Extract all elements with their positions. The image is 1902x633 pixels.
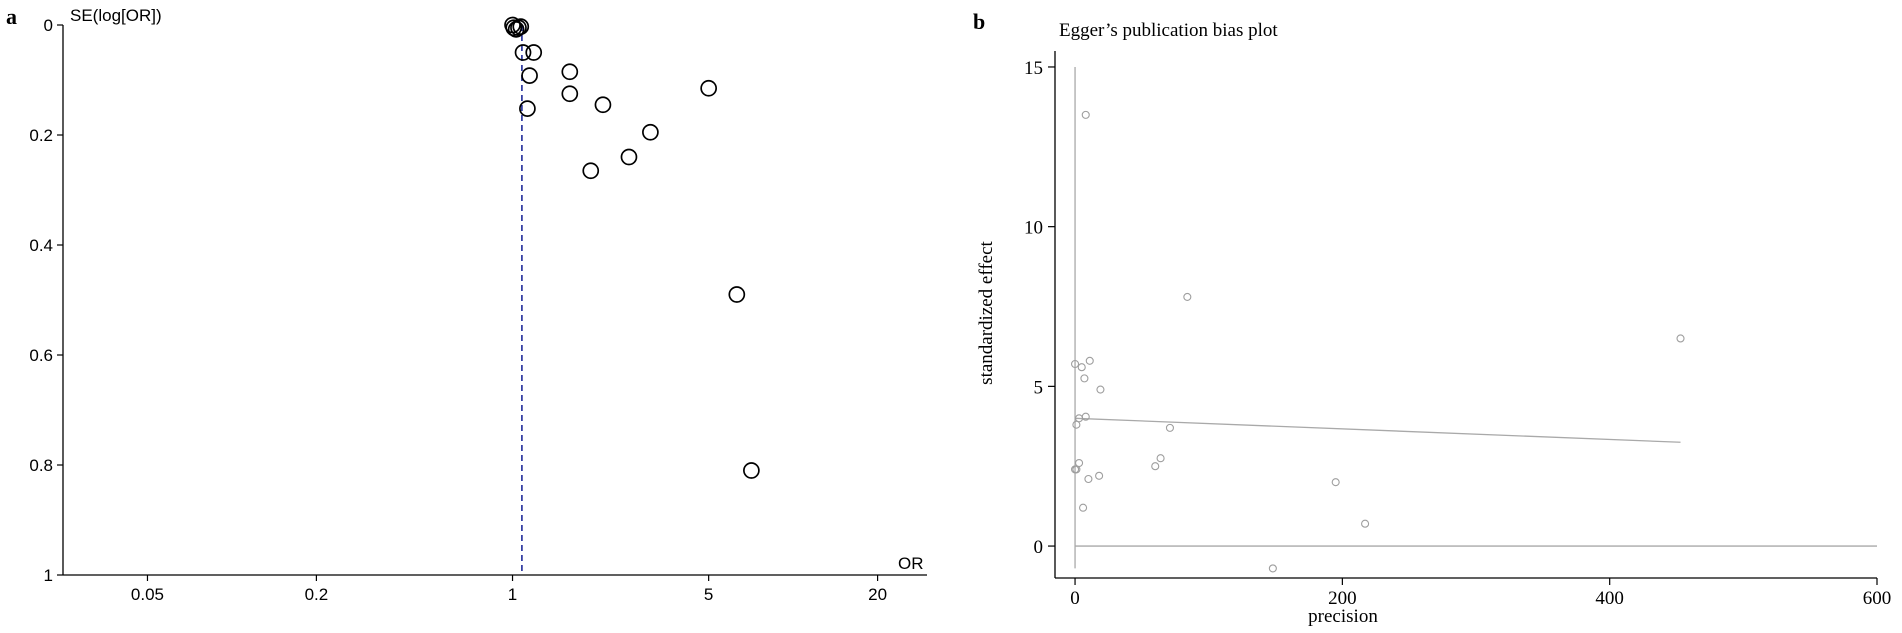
panel-b-data-point [1165,423,1174,432]
panel-a-x-axis-label: OR [898,554,924,573]
panel-b-x-tick-label: 600 [1863,588,1892,609]
panel-b-data-point [1080,374,1089,383]
panel-a-data-point [700,79,718,97]
panel-b-x-axis-label: precision [1308,606,1378,627]
panel-a-data-point [507,21,525,38]
panel-a-y-axis-label: SE(log[OR]) [70,6,162,25]
panel-a-y-ticks: 0 0.2 0.4 0.6 0.8 1 [29,16,63,585]
panel-a-y-tick-label: 0.2 [29,126,53,145]
panel-b-regression-line [1075,417,1681,443]
panel-b-data-point [1084,474,1093,484]
panel-a-data-point [743,462,760,479]
panel-a-y-tick-label: 0.6 [29,346,53,365]
panel-b-data-point [1361,519,1370,528]
panel-b-letter: b [973,9,985,34]
panel-b-data-point [1081,412,1090,421]
panel-b-data-point [1085,356,1094,365]
panel-a-y-tick-label: 1 [44,566,53,585]
panel-a-data-point [561,63,579,81]
panel-b-y-ticks: 0 5 10 15 [1024,58,1055,558]
panel-b-data-point [1081,110,1090,119]
panel-a-x-tick-label: 0.2 [305,585,329,604]
panel-a-x-tick-label: 20 [868,585,887,604]
panel-a-data-point [642,123,659,141]
panel-b-data-point [1077,363,1086,372]
panel-a-data-point [561,85,579,103]
panel-a-x-ticks: 0.05 0.2 1 5 20 [131,575,887,604]
panel-b-y-tick-label: 10 [1024,218,1043,239]
panel-b-data-point [1095,471,1104,480]
panel-a-x-tick-label: 5 [704,585,713,604]
panel-a-x-tick-label: 1 [508,585,517,604]
panel-b-data-point [1331,478,1340,487]
panel-a-data-point [519,100,536,117]
panel-a-data-point [582,162,600,180]
panel-b-data-point [1096,385,1105,394]
panel-a-y-tick-label: 0 [44,16,53,35]
panel-a-data-point [620,148,638,166]
panel-b-y-tick-label: 0 [1034,537,1044,558]
panel-a-data-point [521,67,538,84]
panel-b-data-point [1183,292,1192,301]
panel-b-data-point [1072,465,1081,474]
panel-b-data-point [1156,454,1165,463]
panel-b-data-point [1151,462,1160,471]
panel-a-data-point [594,96,612,114]
panel-b-data-point [1072,420,1081,429]
panel-b-y-tick-label: 15 [1024,58,1043,79]
panel-b-data-point [1079,503,1088,512]
panel-a-x-tick-label: 0.05 [131,585,164,604]
panel-a-y-tick-label: 0.4 [29,236,53,255]
panel-a-letter: a [6,4,17,29]
panel-b-x-tick-label: 0 [1070,588,1080,609]
panel-b-egger-plot: b Egger’s publication bias plot precisio… [973,9,1891,627]
panel-b-x-ticks: 0 200 400 600 [1070,578,1891,609]
panel-b-x-tick-label: 200 [1328,588,1357,609]
panel-b-y-tick-label: 5 [1034,377,1044,398]
panel-a-data-point [728,286,746,303]
panel-b-points [1070,110,1685,573]
panel-b-data-point [1676,334,1685,343]
panel-a-data-point [525,44,543,61]
panel-a-points [504,16,760,479]
panel-a-funnel-plot: a SE(log[OR]) OR 0 0.2 0.4 0.6 0.8 1 0.05 0.2 1… [6,4,927,604]
panel-a-data-point [505,19,523,37]
panel-b-title: Egger’s publication bias plot [1059,20,1278,41]
panel-b-data-point [1070,359,1080,369]
panel-b-x-tick-label: 400 [1595,588,1624,609]
panel-b-data-point [1268,564,1277,573]
panel-a-data-point [512,18,530,35]
panel-b-y-axis-label: standardized effect [976,240,997,384]
panel-a-y-tick-label: 0.8 [29,456,53,475]
panel-a-data-point [514,44,532,61]
